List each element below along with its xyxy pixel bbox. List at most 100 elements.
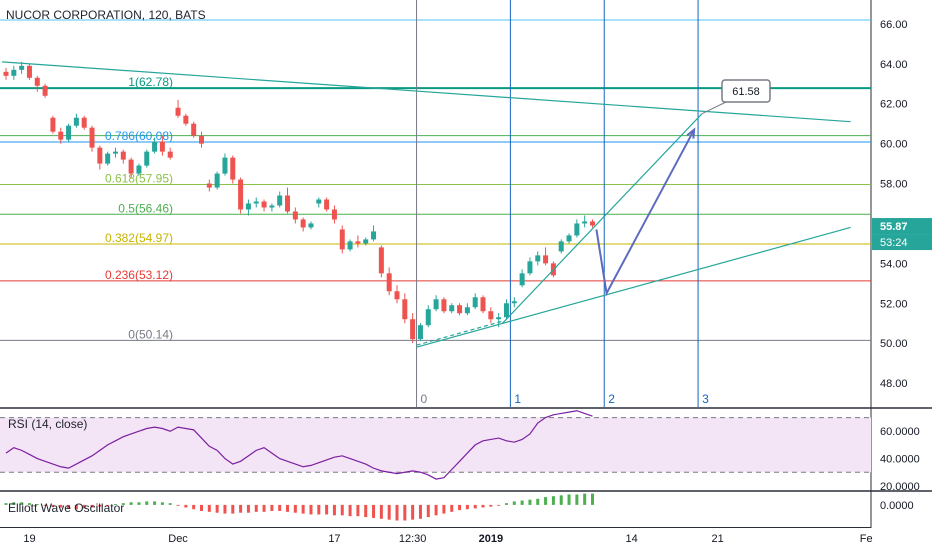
ewo-bar	[12, 502, 16, 505]
candle-body	[112, 151, 118, 154]
rsi-tick-label: 20.0000	[880, 481, 920, 493]
candle	[66, 123, 72, 142]
candle-body	[144, 151, 150, 166]
candle-body	[183, 115, 189, 124]
candle-body	[410, 319, 416, 340]
time-tick-label: 17	[328, 533, 340, 545]
candle	[11, 65, 17, 80]
projection-path[interactable]	[595, 129, 696, 297]
candle-body	[136, 165, 142, 174]
rsi-title: RSI (14, close)	[8, 417, 87, 431]
candle	[253, 197, 259, 208]
candle-body	[480, 297, 486, 312]
ewo-bar	[512, 501, 516, 505]
candle-body	[245, 203, 251, 210]
ewo-bar	[465, 504, 469, 510]
ewo-bar	[528, 499, 532, 505]
candle	[230, 155, 236, 184]
candle	[73, 113, 79, 128]
fib-level-label: 0.618(57.95)	[105, 172, 173, 186]
fibonacci-time-zones[interactable]: 0 1 2 3	[416, 0, 710, 407]
candle-body	[449, 305, 455, 312]
ewo-bar	[379, 504, 383, 519]
candle	[144, 149, 150, 168]
price-tick-label: 50.00	[880, 338, 908, 350]
ewo-bar	[497, 504, 501, 506]
candle-body	[464, 307, 470, 314]
trendline[interactable]	[2, 61, 851, 123]
ewo-bar	[184, 504, 188, 508]
candle-body	[89, 127, 95, 148]
candle	[81, 115, 87, 130]
callout-pointer	[701, 101, 727, 115]
candle	[285, 187, 291, 214]
candle-body	[386, 273, 392, 292]
ewo-bar	[215, 504, 219, 513]
candle-body	[402, 299, 408, 320]
candle-body	[511, 301, 517, 304]
ewo-bar	[559, 495, 563, 505]
candle-body	[230, 157, 236, 180]
candle	[394, 285, 400, 304]
candle-body	[324, 199, 330, 210]
fibonacci-levels[interactable]: 1(62.78) 0.786(60.08) 0.618(57.95) 0.5(56.4…	[0, 19, 871, 341]
ewo-bar	[270, 504, 274, 511]
candle	[433, 295, 439, 312]
ewo-bar	[239, 504, 243, 513]
candle-body	[50, 117, 56, 132]
candle-body	[441, 299, 447, 312]
candle-body	[394, 291, 400, 300]
countdown-label: 53:24	[880, 237, 908, 249]
ewo-bar	[286, 504, 290, 512]
ewo-title: Elliott Wave Oscillator	[8, 501, 124, 515]
candlestick-series	[3, 61, 595, 344]
ewo-bar	[59, 504, 63, 508]
ewo-bar	[356, 504, 360, 517]
candle-body	[3, 71, 9, 76]
ewo-bar	[309, 504, 313, 515]
ewo-bar	[450, 504, 454, 512]
candle-body	[527, 261, 533, 274]
candle-body	[566, 235, 572, 242]
ewo-bar	[168, 503, 172, 505]
ewo-bar	[20, 502, 24, 505]
time-zone-label: 3	[702, 392, 709, 406]
ewo-bar	[418, 504, 422, 519]
candle	[457, 303, 463, 316]
candle-body	[253, 201, 259, 204]
candle-body	[19, 65, 25, 70]
candle	[89, 125, 95, 152]
ewo-bar	[489, 504, 493, 507]
trendline[interactable]	[502, 113, 703, 324]
candle	[402, 293, 408, 324]
candle-body	[308, 223, 314, 228]
candle-body	[347, 241, 353, 250]
candle	[120, 149, 126, 164]
candle	[339, 225, 345, 254]
ewo-bar	[43, 504, 47, 506]
candle	[19, 61, 25, 74]
ewo-bar	[551, 496, 555, 505]
candle-body	[590, 221, 595, 226]
ewo-bar	[160, 502, 164, 505]
candle	[112, 147, 118, 158]
target-callout-box[interactable]	[721, 79, 771, 103]
ewo-bar	[113, 504, 117, 505]
time-zone-label: 1	[514, 392, 521, 406]
candle-body	[26, 65, 32, 78]
ewo-bar	[536, 498, 540, 505]
candle-body	[159, 141, 165, 152]
current-price-badge	[872, 218, 932, 235]
ewo-bar	[332, 504, 336, 516]
candle-body	[97, 147, 103, 164]
trendline[interactable]	[416, 320, 503, 346]
candle-body	[199, 135, 204, 144]
time-zone-label: 0	[421, 392, 428, 406]
ewo-bar	[473, 504, 477, 509]
ewo-bar	[544, 497, 548, 505]
trendlines[interactable]: 61.58	[2, 61, 851, 348]
trendline[interactable]	[416, 226, 851, 348]
ewo-bar	[411, 504, 415, 520]
candle	[417, 323, 423, 342]
